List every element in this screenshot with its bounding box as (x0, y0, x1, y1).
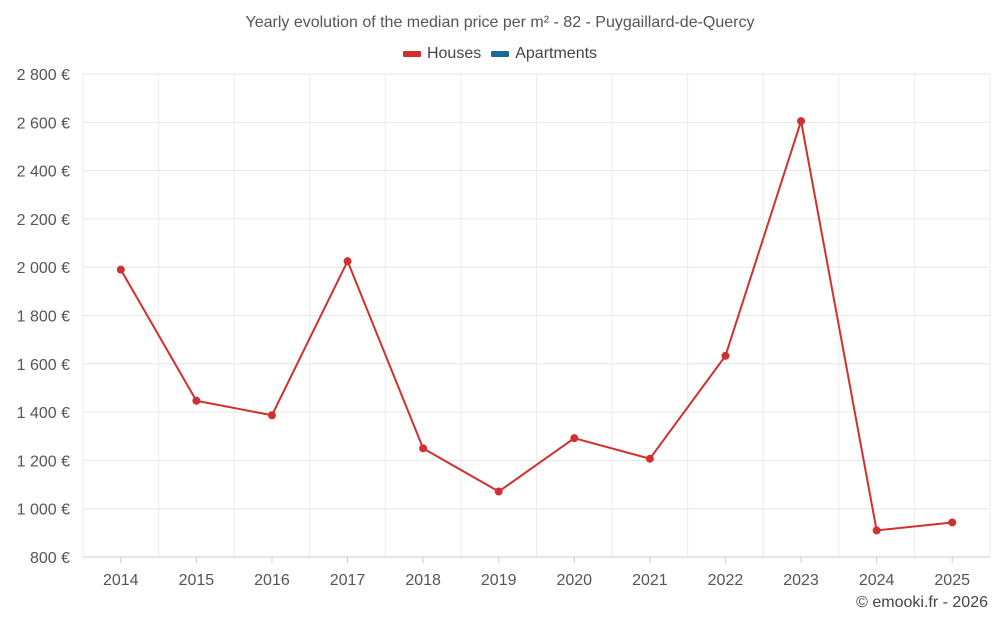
x-tick-label: 2014 (103, 572, 139, 589)
x-tick-label: 2023 (783, 572, 819, 589)
data-point-houses (948, 518, 957, 527)
y-tick-label: 1 600 € (17, 357, 70, 374)
data-point-houses (872, 526, 881, 535)
x-tick-label: 2020 (556, 572, 592, 589)
x-tick-label: 2015 (179, 572, 215, 589)
data-point-houses (721, 351, 730, 360)
y-tick-label: 1 800 € (17, 309, 70, 326)
data-point-houses (494, 487, 503, 496)
x-tick-label: 2021 (632, 572, 668, 589)
legend-item-houses[interactable]: Houses (402, 45, 482, 63)
legend-label-apartments: Apartments (515, 45, 598, 62)
x-tick-label: 2018 (405, 572, 441, 589)
x-tick-label: 2024 (859, 572, 895, 589)
data-point-houses (645, 454, 654, 463)
y-tick-label: 1 000 € (17, 502, 70, 519)
x-tick-label: 2025 (934, 572, 970, 589)
y-tick-label: 2 600 € (17, 115, 70, 132)
legend: Houses Apartments (0, 45, 1000, 63)
data-point-houses (570, 434, 579, 443)
legend-label-houses: Houses (426, 45, 482, 62)
legend-swatch-apartments (491, 51, 510, 57)
y-tick-label: 2 000 € (17, 260, 70, 277)
footer-credit: © emooki.fr - 2026 (856, 594, 988, 611)
data-point-houses (267, 411, 276, 420)
y-tick-label: 2 200 € (17, 212, 70, 229)
data-point-houses (797, 117, 806, 126)
chart-title: Yearly evolution of the median price per… (245, 14, 755, 31)
series-line-houses (119, 120, 953, 532)
y-tick-label: 2 400 € (17, 164, 70, 181)
x-tick-label: 2019 (481, 572, 517, 589)
y-tick-label: 1 400 € (17, 405, 70, 422)
legend-item-apartments[interactable]: Apartments (491, 45, 597, 63)
y-tick-label: 1 200 € (17, 453, 70, 470)
data-point-houses (192, 396, 201, 405)
legend-swatch-houses (402, 51, 421, 57)
data-point-houses (116, 265, 125, 274)
data-point-houses (419, 444, 428, 453)
y-tick-label: 2 800 € (17, 67, 70, 84)
data-point-houses (343, 257, 352, 266)
x-tick-label: 2017 (330, 572, 366, 589)
x-tick-label: 2016 (254, 572, 290, 589)
x-tick-label: 2022 (708, 572, 744, 589)
y-tick-label: 800 € (30, 550, 70, 567)
